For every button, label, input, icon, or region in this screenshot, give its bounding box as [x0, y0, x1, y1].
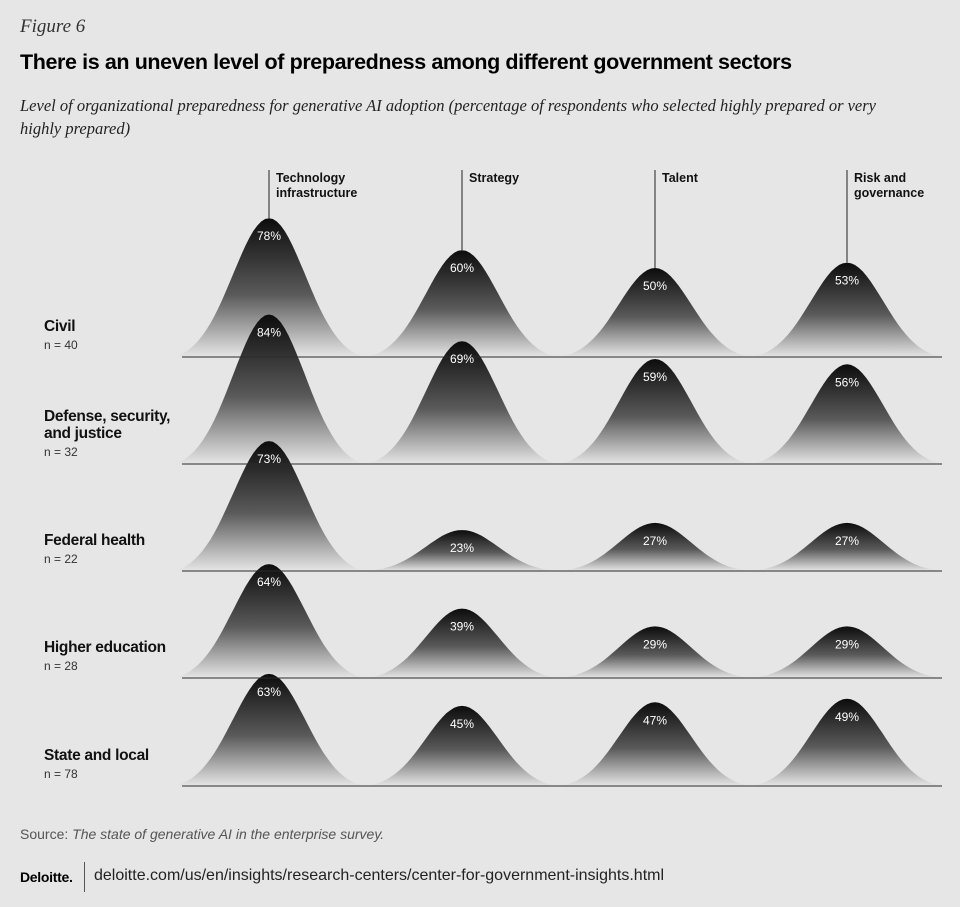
row-label-2: Federal health [44, 532, 145, 549]
source-note: Source: The state of generative AI in th… [20, 826, 384, 842]
figure-label: Figure 6 [20, 16, 86, 37]
peak-4-0 [175, 673, 363, 786]
peak-4-3 [753, 698, 941, 786]
peak-2-2 [561, 522, 749, 571]
peak-0-1 [368, 250, 556, 357]
column-header-0: Technology infrastructure [276, 171, 357, 200]
row-n-1: n = 32 [44, 445, 78, 459]
value-label-1-1: 69% [450, 352, 474, 366]
value-label-2-2: 27% [643, 534, 667, 548]
chart-subtitle: Level of organizational preparedness for… [20, 96, 877, 138]
peak-3-1 [368, 608, 556, 678]
column-header-1: Strategy [469, 171, 519, 185]
peak-2-0 [175, 441, 363, 571]
value-label-0-1: 60% [450, 261, 474, 275]
source-label: Source: [20, 826, 73, 842]
peak-2-1 [368, 530, 556, 571]
peak-4-2 [561, 702, 749, 786]
peak-0-2 [561, 268, 749, 357]
row-n-0: n = 40 [44, 338, 78, 352]
peak-1-2 [561, 359, 749, 464]
value-label-0-3: 53% [835, 274, 859, 288]
peak-1-1 [368, 341, 556, 464]
row-n-4: n = 78 [44, 767, 78, 781]
row-n-3: n = 28 [44, 659, 78, 673]
row-label-4: State and local [44, 747, 149, 764]
source-title: The state of generative AI in the enterp… [72, 826, 385, 842]
value-label-0-2: 50% [643, 279, 667, 293]
deloitte-logo: Deloitte. [20, 869, 73, 885]
value-label-2-1: 23% [450, 541, 474, 555]
value-label-1-3: 56% [835, 375, 859, 389]
value-label-3-0: 64% [257, 575, 281, 589]
row-label-3: Higher education [44, 639, 166, 656]
value-label-0-0: 78% [257, 229, 281, 243]
peak-3-3 [753, 626, 941, 678]
ridgeline-chart: Technology infrastructure Strategy Talent Ri… [44, 170, 942, 787]
source-url[interactable]: deloitte.com/us/en/insights/research-cen… [94, 867, 665, 884]
logo-separator [84, 862, 85, 892]
peak-1-3 [753, 364, 941, 464]
peak-3-0 [175, 564, 363, 678]
value-label-1-0: 84% [257, 325, 281, 339]
peak-0-0 [175, 218, 363, 357]
peak-1-0 [175, 314, 363, 464]
peak-3-2 [561, 626, 749, 678]
row-label-0: Civil [44, 318, 75, 335]
value-label-4-2: 47% [643, 713, 667, 727]
peak-4-1 [368, 705, 556, 786]
value-label-3-3: 29% [835, 637, 859, 651]
peak-2-3 [753, 522, 941, 571]
chart-title: There is an uneven level of preparedness… [20, 50, 792, 74]
value-label-4-1: 45% [450, 717, 474, 731]
peak-0-3 [753, 262, 941, 357]
value-label-2-3: 27% [835, 534, 859, 548]
value-label-3-1: 39% [450, 620, 474, 634]
value-label-4-3: 49% [835, 710, 859, 724]
row-label-1: Defense, security, and justice [44, 408, 170, 442]
column-header-2: Talent [662, 171, 699, 185]
value-label-4-0: 63% [257, 685, 281, 699]
value-label-2-0: 73% [257, 452, 281, 466]
column-header-3: Risk and governance [854, 171, 924, 200]
value-label-3-2: 29% [643, 637, 667, 651]
row-n-2: n = 22 [44, 552, 78, 566]
value-label-1-2: 59% [643, 370, 667, 384]
